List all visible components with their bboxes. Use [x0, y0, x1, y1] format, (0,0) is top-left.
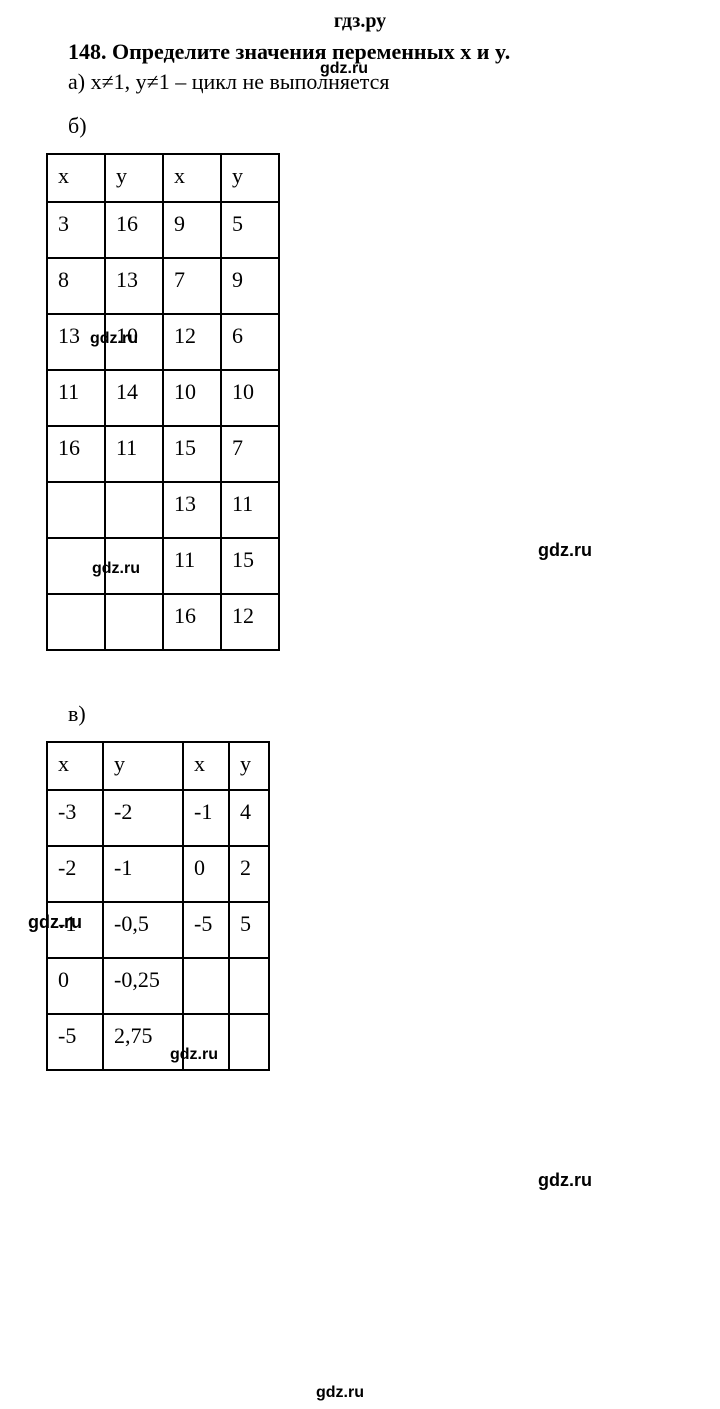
watermark: gdz.ru	[92, 560, 140, 578]
table-cell: 13	[105, 258, 163, 314]
table-cell: -0,5	[103, 902, 183, 958]
table-cell: 16	[163, 594, 221, 650]
table-cell: 5	[221, 202, 279, 258]
table-cell: 2	[229, 846, 269, 902]
table-cell: 15	[163, 426, 221, 482]
watermark: gdz.ru	[316, 1384, 364, 1402]
table-row: -52,75	[47, 1014, 269, 1070]
table-cell: 16	[105, 202, 163, 258]
table-cell: 14	[105, 370, 163, 426]
table-row: x y x y	[47, 742, 269, 790]
table-cell	[105, 594, 163, 650]
table-cell: 10	[221, 370, 279, 426]
table-cell: x	[47, 742, 103, 790]
table-cell	[47, 594, 105, 650]
table-row: 1310126	[47, 314, 279, 370]
table-cell: 7	[163, 258, 221, 314]
table-cell: -5	[183, 902, 229, 958]
table-cell: -1	[103, 846, 183, 902]
table-row: 1311	[47, 482, 279, 538]
exercise-text: Определите значения переменных x и y.	[112, 39, 510, 64]
watermark: gdz.ru	[320, 60, 368, 78]
table-cell: 11	[105, 426, 163, 482]
table-row: x y x y	[47, 154, 279, 202]
watermark: gdz.ru	[538, 540, 592, 561]
part-b-label: б)	[68, 113, 680, 139]
table-cell: 12	[221, 594, 279, 650]
table-cell: 3	[47, 202, 105, 258]
table-cell: y	[229, 742, 269, 790]
site-header: гдз.ру	[40, 10, 680, 33]
table-row: -3-2-14	[47, 790, 269, 846]
table-cell	[229, 1014, 269, 1070]
table-cell: -2	[47, 846, 103, 902]
table-c: x y x y -3-2-14 -2-102 -1-0,5-55 0-0,25 …	[46, 741, 270, 1071]
part-c-label: в)	[68, 701, 680, 727]
table-cell: 7	[221, 426, 279, 482]
table-cell: -1	[183, 790, 229, 846]
table-row: 31695	[47, 202, 279, 258]
table-cell: -3	[47, 790, 103, 846]
table-cell: 4	[229, 790, 269, 846]
table-cell: 11	[47, 370, 105, 426]
part-a-label: а)	[68, 69, 85, 94]
table-cell: 5	[229, 902, 269, 958]
table-cell: -2	[103, 790, 183, 846]
watermark: gdz.ru	[170, 1046, 218, 1064]
table-cell: 16	[47, 426, 105, 482]
table-row: 11141010	[47, 370, 279, 426]
table-row: 1115	[47, 538, 279, 594]
table-cell: x	[163, 154, 221, 202]
table-row: -2-102	[47, 846, 269, 902]
table-row: 1611157	[47, 426, 279, 482]
table-cell: 0	[47, 958, 103, 1014]
table-cell: y	[221, 154, 279, 202]
table-cell: 6	[221, 314, 279, 370]
table-cell	[47, 482, 105, 538]
table-cell: 0	[183, 846, 229, 902]
table-cell: -0,25	[103, 958, 183, 1014]
table-cell: 10	[163, 370, 221, 426]
exercise-title: 148. Определите значения переменных x и …	[68, 39, 680, 65]
watermark: gdz.ru	[28, 912, 82, 933]
part-a: а) x≠1, y≠1 – цикл не выполняется	[68, 69, 680, 95]
table-cell: 11	[221, 482, 279, 538]
table-cell: x	[47, 154, 105, 202]
table-cell: y	[103, 742, 183, 790]
table-cell	[183, 958, 229, 1014]
table-row: 0-0,25	[47, 958, 269, 1014]
table-cell: -5	[47, 1014, 103, 1070]
table-cell: 13	[163, 482, 221, 538]
table-cell: 9	[163, 202, 221, 258]
table-cell: y	[105, 154, 163, 202]
watermark: gdz.ru	[90, 330, 138, 348]
table-b: x y x y 31695 81379 1310126 11141010 161…	[46, 153, 280, 651]
table-cell	[229, 958, 269, 1014]
table-row: 81379	[47, 258, 279, 314]
table-cell: x	[183, 742, 229, 790]
watermark: gdz.ru	[538, 1170, 592, 1191]
table-cell	[105, 482, 163, 538]
table-cell: 12	[163, 314, 221, 370]
table-cell: 15	[221, 538, 279, 594]
table-cell: 11	[163, 538, 221, 594]
table-cell: 9	[221, 258, 279, 314]
table-row: 1612	[47, 594, 279, 650]
exercise-number: 148.	[68, 39, 107, 64]
table-cell: 8	[47, 258, 105, 314]
